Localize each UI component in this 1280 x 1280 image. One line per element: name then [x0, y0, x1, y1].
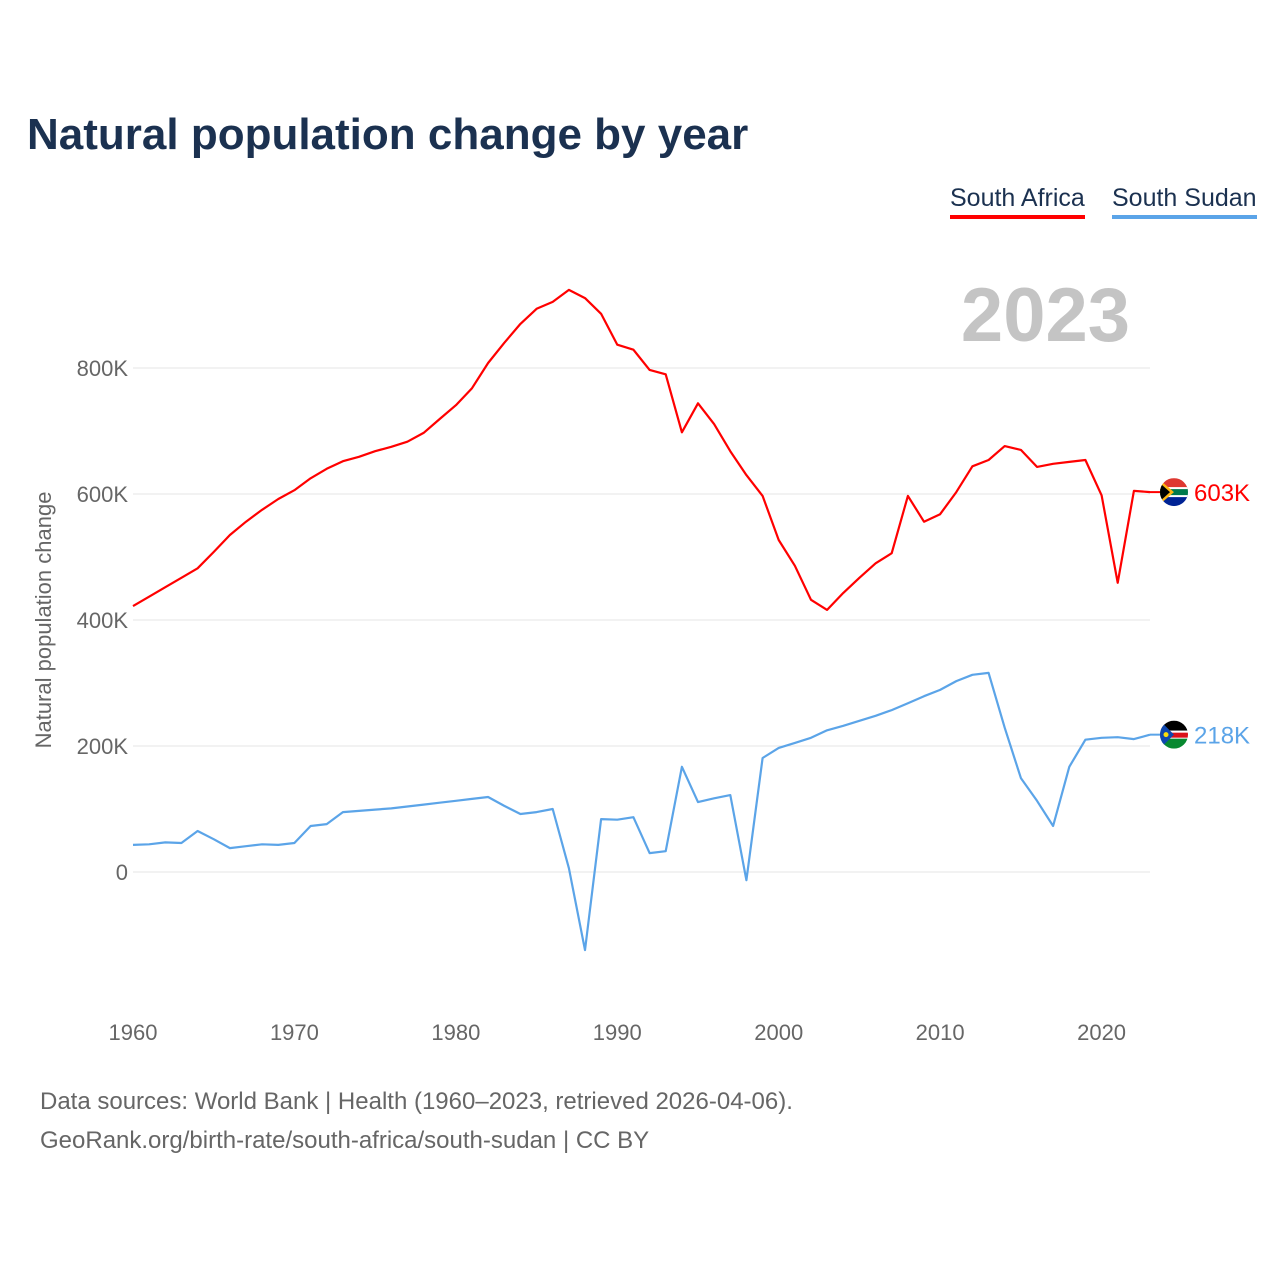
legend-south-sudan[interactable]: South Sudan — [1112, 184, 1257, 219]
flag-star — [1163, 732, 1169, 738]
y-tick-label: 600K — [77, 482, 129, 507]
x-tick-label: 2020 — [1077, 1020, 1126, 1045]
year-label: 2023 — [960, 273, 1130, 358]
series-line-south-sudan — [132, 671, 1151, 952]
series-line-south-africa — [132, 288, 1151, 612]
south-africa-flag-icon — [1160, 478, 1188, 507]
x-tick-label: 1990 — [593, 1020, 642, 1045]
flag-black — [1160, 720, 1188, 731]
end-value-label: 218K — [1194, 723, 1250, 750]
footer-sources: Data sources: World Bank | Health (1960–… — [40, 1088, 793, 1115]
south-sudan-flag-icon — [1160, 720, 1188, 749]
y-axis-label: Natural population change — [31, 492, 56, 749]
flag-red — [1160, 732, 1188, 738]
x-tick-label: 1970 — [270, 1020, 319, 1045]
x-tick-label: 2010 — [916, 1020, 965, 1045]
x-tick-label: 2000 — [754, 1020, 803, 1045]
chart-title: Natural population change by year — [27, 110, 749, 159]
end-value-label: 603K — [1194, 480, 1250, 507]
x-tick-label: 1980 — [431, 1020, 480, 1045]
y-tick-label: 0 — [116, 860, 128, 885]
legend-south-africa[interactable]: South Africa — [950, 184, 1085, 219]
y-tick-label: 200K — [77, 734, 129, 759]
flag-green — [1160, 738, 1188, 749]
y-tick-label: 400K — [77, 608, 129, 633]
y-tick-label: 800K — [77, 356, 129, 381]
flag-black — [1160, 483, 1170, 502]
footer-link[interactable]: GeoRank.org/birth-rate/south-africa/sout… — [40, 1127, 650, 1154]
x-tick-label: 1960 — [109, 1020, 158, 1045]
